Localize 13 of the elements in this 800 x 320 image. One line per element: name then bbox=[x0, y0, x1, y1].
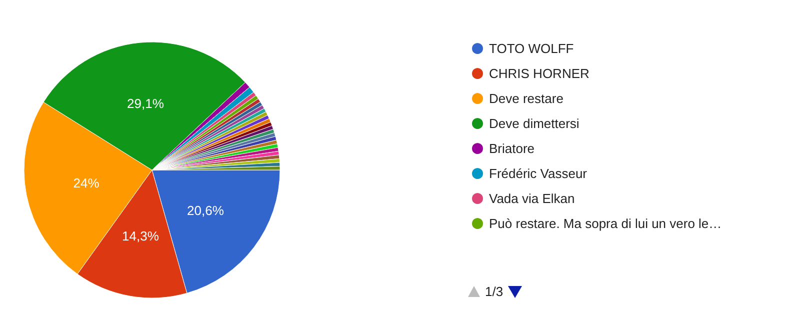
legend-label: Briatore bbox=[489, 141, 535, 156]
data-label: 14,3% bbox=[122, 228, 160, 244]
data-label: 29,1% bbox=[127, 96, 164, 111]
text: 1/3 bbox=[485, 284, 504, 299]
legend-label: Vada via Elkan bbox=[489, 191, 575, 206]
legend-label: Frédéric Vasseur bbox=[489, 166, 588, 181]
legend-label: Deve restare bbox=[489, 91, 564, 106]
legend-label: TOTO WOLFF bbox=[489, 41, 574, 56]
data-label: 24% bbox=[73, 175, 100, 190]
legend-label: CHRIS HORNER bbox=[489, 66, 590, 81]
legend-label: Deve dimettersi bbox=[489, 116, 580, 131]
legend-label: Può restare. Ma sopra di lui un vero le… bbox=[489, 216, 722, 231]
data-label: 20,6% bbox=[187, 202, 224, 218]
